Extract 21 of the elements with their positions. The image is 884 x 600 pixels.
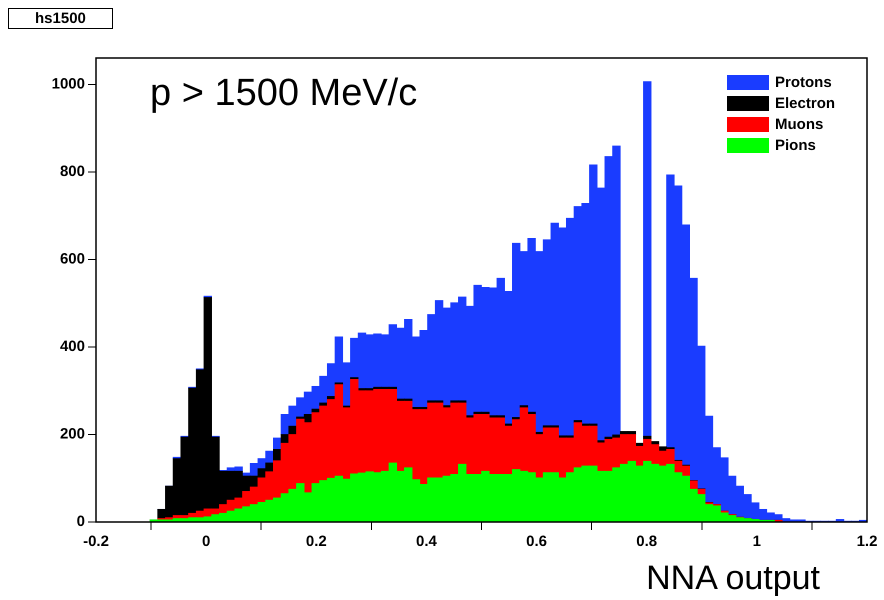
x-tick-label: -0.2 [83, 533, 109, 550]
x-tick-label: 0.6 [526, 533, 547, 550]
y-tick-label: 600 [60, 250, 85, 268]
y-tick-label: 1000 [52, 75, 85, 92]
legend-label: Protons [775, 74, 832, 91]
y-tick-label: 0 [76, 513, 85, 530]
x-tick-label: 1 [752, 533, 762, 550]
y-tick-label: 200 [60, 426, 85, 443]
x-tick-label: 1.2 [856, 533, 878, 550]
x-tick-label: 0.8 [636, 533, 658, 550]
y-tick-label: 400 [60, 338, 85, 356]
x-axis-title: NNA output [646, 559, 820, 598]
legend-label: Electron [775, 95, 836, 112]
y-tick-label: 800 [60, 162, 85, 180]
legend-label: Muons [775, 116, 824, 133]
annotation: p > 1500 MeV/c [150, 72, 418, 115]
x-tick-label: 0.4 [416, 533, 438, 550]
x-tick-label: 0 [202, 533, 210, 550]
x-tick-label: 0.2 [306, 533, 327, 550]
chart-title: hs1500 [8, 8, 113, 29]
legend-label: Pions [775, 137, 816, 154]
